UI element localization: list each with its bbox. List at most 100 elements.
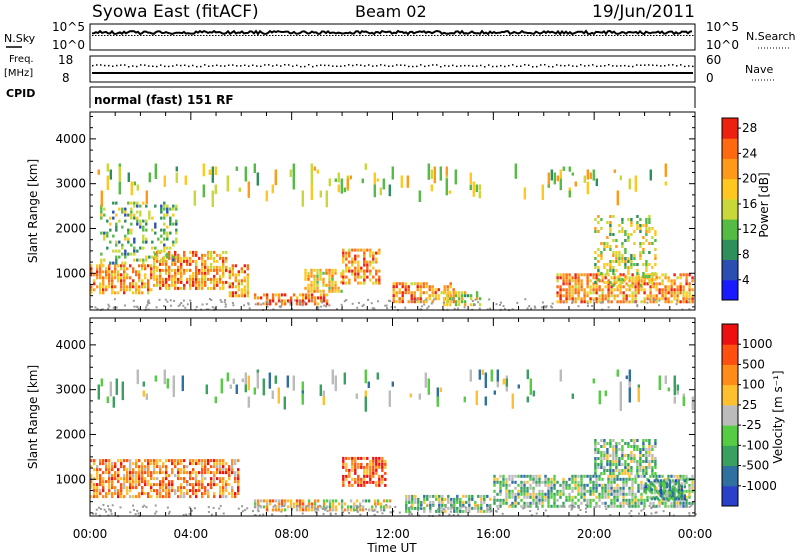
velocity-data-cell [192, 483, 195, 487]
power-data-cell [316, 268, 319, 272]
velocity-data-cell [656, 491, 659, 495]
noise-search-dot [542, 35, 544, 36]
velocity-colorbar-segment [722, 344, 738, 365]
noise-search-dot [224, 35, 226, 36]
power-data-cell [138, 288, 141, 292]
velocity-data-cell [514, 504, 517, 508]
power-data-cell [592, 169, 595, 181]
nave-dot [116, 64, 118, 67]
velocity-data-cell [292, 502, 296, 506]
velocity-data-cell [174, 492, 177, 496]
power-data-cell [434, 288, 437, 292]
velocity-ground-scatter-cell [145, 506, 148, 509]
power-data-cell [213, 277, 216, 281]
power-data-cell [392, 282, 395, 286]
nave-dot [360, 64, 362, 66]
velocity-data-cell [679, 486, 682, 490]
velocity-data-cell [162, 483, 165, 487]
velocity-data-cell [658, 375, 661, 390]
power-data-cell [636, 224, 639, 227]
power-data-cell [442, 291, 446, 295]
velocity-data-cell [642, 448, 645, 451]
velocity-data-cell [532, 486, 535, 490]
power-data-cell [682, 297, 685, 301]
velocity-data-cell [108, 468, 111, 472]
velocity-data-cell [213, 483, 216, 487]
power-data-cell [340, 271, 343, 275]
velocity-data-cell [213, 459, 216, 463]
velocity-ground-scatter-cell [561, 505, 564, 508]
power-ground-scatter-cell [545, 306, 547, 309]
velocity-data-cell [658, 501, 661, 505]
power-data-cell [328, 283, 331, 287]
velocity-data-cell [256, 508, 260, 512]
velocity-ground-scatter-cell [443, 508, 446, 511]
power-data-cell [222, 262, 225, 266]
power-data-cell [246, 294, 249, 298]
noise-search-dot [95, 35, 97, 36]
velocity-data-cell [649, 489, 652, 493]
velocity-data-cell [150, 459, 153, 463]
velocity-data-cell [544, 483, 547, 487]
velocity-data-cell [691, 396, 694, 410]
velocity-data-cell [603, 466, 606, 469]
power-data-cell [219, 277, 222, 281]
velocity-data-cell [423, 494, 426, 498]
power-data-cell [277, 296, 281, 300]
velocity-data-cell [595, 501, 598, 505]
velocity-data-cell [174, 465, 177, 469]
power-data-cell [228, 267, 231, 271]
velocity-data-cell [405, 503, 408, 507]
power-data-cell [237, 285, 240, 289]
velocity-data-cell [456, 500, 459, 504]
velocity-data-cell [120, 459, 123, 463]
velocity-data-cell [96, 474, 99, 478]
power-data-cell [183, 253, 186, 257]
velocity-data-cell [289, 499, 293, 503]
velocity-data-cell [553, 483, 556, 487]
nave-dot [380, 64, 382, 66]
power-data-cell [378, 281, 381, 285]
power-data-cell [460, 294, 464, 298]
power-data-cell [292, 163, 295, 172]
power-ground-scatter-cell [220, 301, 223, 303]
power-data-cell [580, 285, 583, 289]
noise-search-dot [302, 35, 304, 36]
velocity-ground-scatter-cell [694, 513, 697, 516]
velocity-data-cell [677, 494, 680, 498]
power-data-cell [129, 285, 132, 289]
power-data-cell [219, 253, 222, 257]
velocity-data-cell [677, 491, 680, 495]
power-data-cell [253, 296, 257, 300]
velocity-data-cell [228, 465, 231, 469]
power-data-cell [652, 294, 655, 298]
power-data-cell [628, 279, 631, 283]
power-ground-scatter-cell [591, 305, 594, 307]
velocity-data-cell [615, 466, 618, 469]
velocity-data-cell [331, 508, 335, 512]
power-data-cell [319, 190, 322, 198]
velocity-data-cell [624, 463, 627, 466]
power-data-cell [130, 222, 133, 226]
velocity-data-cell [138, 483, 141, 487]
power-data-cell [642, 251, 645, 254]
velocity-data-cell [226, 372, 229, 382]
power-data-cell [392, 291, 395, 295]
power-data-cell [446, 288, 449, 292]
velocity-data-cell [592, 378, 595, 384]
power-ground-scatter-cell [205, 303, 208, 306]
power-data-cell [201, 268, 204, 272]
noise-search-dot [668, 35, 670, 36]
velocity-data-cell [423, 509, 426, 513]
velocity-data-cell [162, 495, 165, 499]
velocity-data-cell [565, 498, 568, 502]
power-data-cell [313, 274, 316, 278]
velocity-data-cell [615, 460, 618, 463]
power-data-cell [553, 172, 556, 185]
velocity-data-cell [597, 466, 600, 469]
noise-search-dot [674, 35, 676, 36]
power-data-cell [410, 291, 413, 295]
noise-search-dot [446, 35, 448, 36]
velocity-ground-scatter-cell [253, 505, 256, 508]
power-data-cell [139, 210, 142, 214]
